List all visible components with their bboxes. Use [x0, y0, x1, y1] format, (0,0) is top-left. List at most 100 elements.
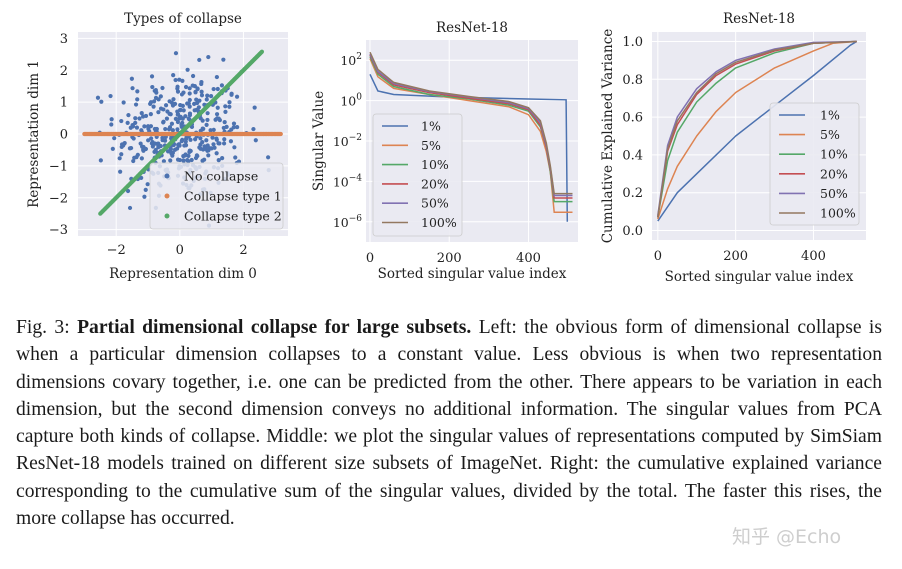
point-no-collapse: [235, 124, 240, 130]
point-no-collapse: [167, 111, 172, 116]
chart-title: ResNet-18: [436, 20, 508, 36]
point-no-collapse: [119, 118, 124, 124]
point-no-collapse: [175, 86, 180, 91]
chart-title: Types of collapse: [124, 11, 242, 27]
point-no-collapse: [223, 109, 228, 114]
point-no-collapse: [202, 144, 207, 149]
point-no-collapse: [134, 155, 139, 160]
point-no-collapse: [206, 153, 211, 158]
point-no-collapse: [222, 137, 227, 142]
x-axis-label: Representation dim 0: [109, 266, 257, 282]
point-no-collapse: [150, 84, 155, 90]
y-tick-label: 10−2: [333, 133, 362, 149]
point-no-collapse: [200, 140, 205, 145]
point-no-collapse: [199, 93, 205, 98]
point-no-collapse: [131, 158, 136, 164]
y-tick-label: 0: [60, 128, 68, 143]
caption-body: Left: the obvious form of dimensional co…: [16, 317, 882, 530]
point-no-collapse: [161, 120, 166, 125]
point-no-collapse: [171, 73, 176, 78]
x-tick-label: 0: [366, 251, 374, 266]
point-no-collapse: [209, 94, 214, 99]
point-no-collapse: [253, 138, 258, 143]
legend-marker: [164, 173, 170, 179]
y-tick-label: 0.8: [622, 73, 643, 88]
point-no-collapse: [138, 141, 143, 146]
point-no-collapse: [185, 67, 190, 72]
point-no-collapse: [135, 97, 140, 102]
y-tick-label: 10−6: [333, 214, 362, 230]
x-tick-label: 0: [654, 249, 662, 264]
y-axis-label: Cumulative Explained Variance: [600, 29, 616, 244]
point-no-collapse: [160, 85, 165, 91]
singular-value-panel: 0 200 400 102 100 10−2 10−4 10−6 ResNet-18 Sorted…: [311, 20, 578, 282]
point-no-collapse: [195, 100, 200, 106]
point-no-collapse: [149, 141, 154, 146]
caption-label: Fig. 3:: [16, 317, 70, 338]
point-no-collapse: [150, 144, 155, 149]
point-no-collapse: [214, 151, 219, 156]
point-no-collapse: [195, 153, 200, 159]
point-no-collapse: [183, 143, 189, 148]
legend-label: 10%: [820, 147, 848, 162]
x-tick-label: 200: [723, 249, 748, 264]
legend-box: [769, 102, 860, 226]
point-no-collapse: [108, 93, 113, 99]
point-no-collapse: [130, 124, 136, 129]
point-no-collapse: [187, 111, 193, 116]
point-no-collapse: [161, 159, 167, 164]
point-no-collapse: [193, 137, 198, 142]
point-no-collapse: [194, 97, 199, 102]
point-no-collapse: [163, 103, 169, 108]
point-no-collapse: [215, 116, 220, 121]
point-no-collapse: [183, 114, 188, 119]
point-no-collapse: [142, 124, 147, 129]
y-tick-label: 2: [60, 64, 68, 79]
point-no-collapse: [135, 89, 140, 94]
y-tick-label: 0.2: [622, 186, 643, 201]
point-no-collapse: [130, 86, 135, 91]
point-no-collapse: [169, 151, 174, 156]
point-no-collapse: [163, 126, 168, 132]
point-no-collapse: [214, 74, 219, 80]
x-tick-label: 400: [801, 249, 826, 264]
point-no-collapse: [204, 122, 209, 127]
point-no-collapse: [223, 104, 228, 109]
point-no-collapse: [189, 157, 194, 163]
point-no-collapse: [161, 107, 166, 112]
point-no-collapse: [229, 92, 234, 97]
point-no-collapse: [209, 146, 214, 151]
y-axis-label: Representation dim 1: [26, 60, 42, 208]
legend-label: 20%: [421, 176, 449, 191]
point-no-collapse: [156, 145, 161, 150]
point-no-collapse: [151, 104, 156, 109]
point-collapse-type-2: [259, 49, 265, 54]
series-line-1pct: [657, 40, 858, 222]
point-no-collapse: [227, 100, 232, 105]
point-no-collapse: [128, 145, 134, 151]
point-no-collapse: [205, 143, 210, 148]
series-line-50pct: [657, 40, 857, 216]
point-no-collapse: [200, 158, 205, 163]
point-no-collapse: [126, 113, 131, 118]
point-no-collapse: [206, 148, 211, 153]
legend-label: 50%: [820, 186, 848, 201]
point-no-collapse: [211, 127, 216, 132]
point-no-collapse: [153, 88, 158, 93]
point-no-collapse: [204, 97, 209, 102]
point-no-collapse: [216, 141, 221, 146]
point-no-collapse: [188, 137, 193, 142]
legend-label: 1%: [820, 108, 840, 123]
point-no-collapse: [211, 86, 216, 92]
point-no-collapse: [181, 108, 186, 113]
legend-label: 10%: [421, 157, 449, 172]
point-no-collapse: [139, 156, 144, 161]
point-no-collapse: [214, 112, 220, 117]
point-no-collapse: [145, 182, 150, 187]
watermark-text: 知乎 @Echo: [732, 526, 842, 548]
point-no-collapse: [252, 105, 257, 110]
point-no-collapse: [204, 138, 209, 143]
legend-label: 100%: [820, 206, 856, 221]
legend-label: Collapse type 2: [184, 209, 282, 224]
point-no-collapse: [232, 145, 237, 150]
